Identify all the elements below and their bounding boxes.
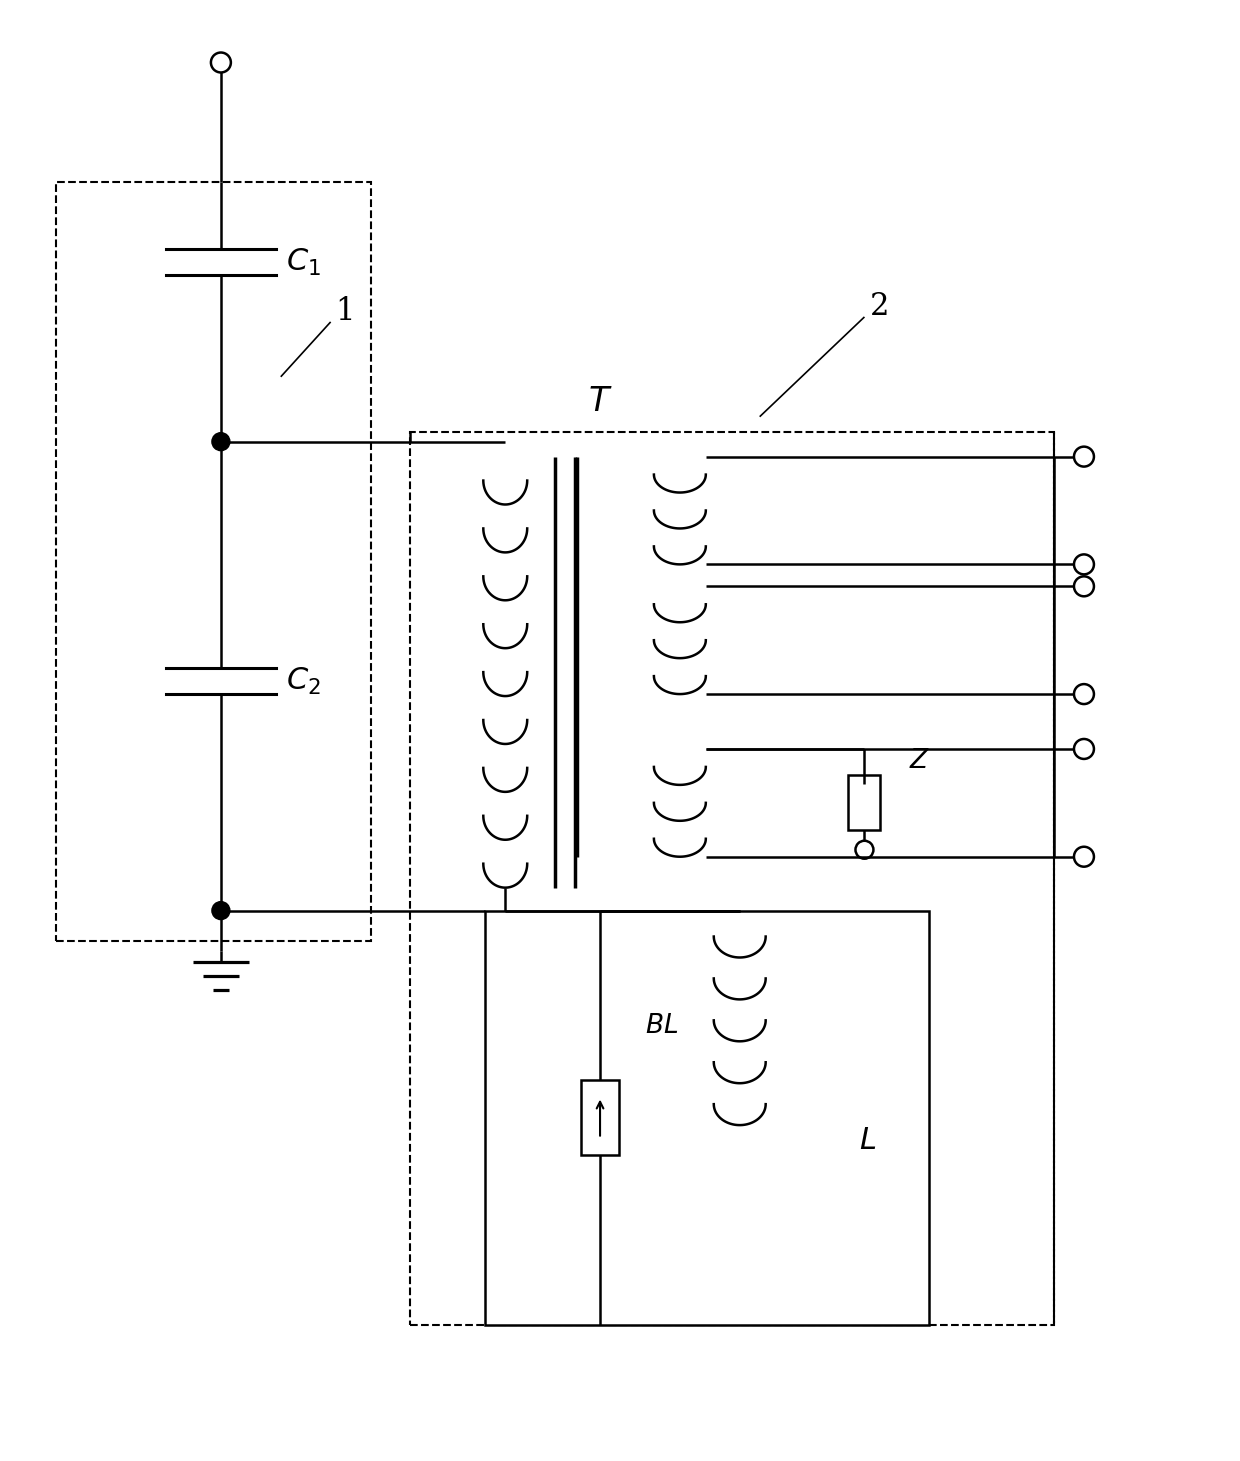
Text: $Z$: $Z$ (909, 748, 930, 773)
Text: $C_2$: $C_2$ (285, 666, 321, 697)
Text: $BL$: $BL$ (645, 1012, 678, 1037)
Circle shape (212, 901, 229, 919)
Circle shape (212, 432, 229, 450)
Bar (848, 776, 880, 830)
Text: 1: 1 (336, 297, 355, 327)
Bar (56, 183, 371, 941)
Bar (582, 1080, 619, 1156)
Text: $C_1$: $C_1$ (285, 247, 321, 278)
Text: $L$: $L$ (859, 1125, 877, 1156)
Bar (410, 431, 1054, 1325)
Bar (485, 910, 929, 1325)
Text: 2: 2 (869, 291, 889, 323)
Text: $T$: $T$ (588, 386, 613, 418)
